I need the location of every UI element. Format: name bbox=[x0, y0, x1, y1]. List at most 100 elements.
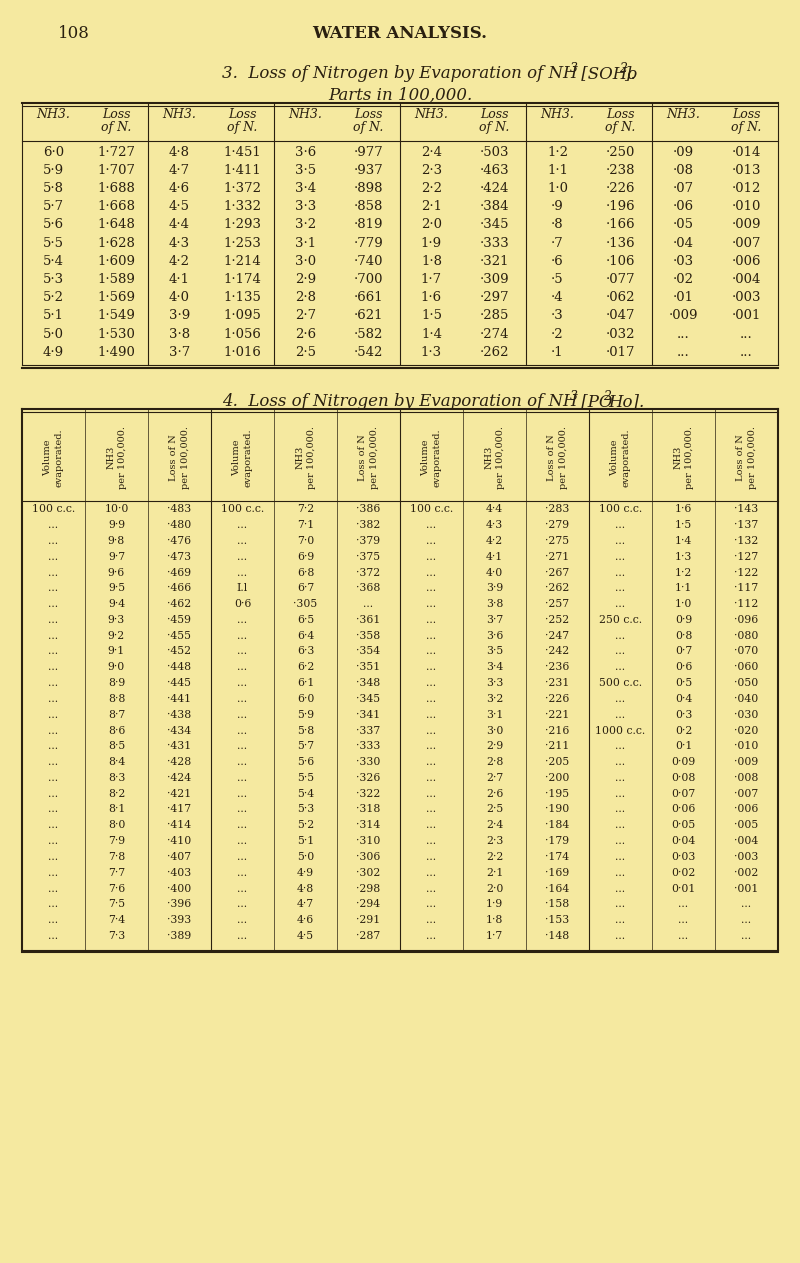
Text: ·7: ·7 bbox=[551, 236, 564, 250]
Text: ·267: ·267 bbox=[546, 567, 570, 577]
Text: 1·253: 1·253 bbox=[223, 236, 262, 250]
Text: ...: ... bbox=[615, 820, 626, 830]
Text: 7·8: 7·8 bbox=[108, 853, 125, 861]
Text: ·462: ·462 bbox=[167, 599, 192, 609]
Text: 1·372: 1·372 bbox=[223, 182, 262, 195]
Text: 1·8: 1·8 bbox=[421, 255, 442, 268]
Text: 7·9: 7·9 bbox=[108, 836, 125, 846]
Text: ...: ... bbox=[49, 630, 58, 640]
Text: ...: ... bbox=[49, 931, 58, 941]
Text: 5·3: 5·3 bbox=[297, 805, 314, 815]
Text: 1·609: 1·609 bbox=[98, 255, 135, 268]
Text: ...: ... bbox=[426, 710, 437, 720]
Text: 500 c.c.: 500 c.c. bbox=[599, 678, 642, 688]
Text: 8·1: 8·1 bbox=[108, 805, 125, 815]
Text: ·004: ·004 bbox=[734, 836, 758, 846]
Text: ·314: ·314 bbox=[356, 820, 381, 830]
Text: ·445: ·445 bbox=[167, 678, 191, 688]
Text: ·112: ·112 bbox=[734, 599, 758, 609]
Text: ·205: ·205 bbox=[546, 757, 570, 767]
Text: ·389: ·389 bbox=[167, 931, 192, 941]
Text: 9·1: 9·1 bbox=[108, 647, 125, 657]
Text: ...: ... bbox=[238, 868, 247, 878]
Text: 5·9: 5·9 bbox=[43, 164, 64, 177]
Text: 9·3: 9·3 bbox=[108, 615, 125, 625]
Text: 5·7: 5·7 bbox=[297, 741, 314, 751]
Text: ...: ... bbox=[238, 899, 247, 909]
Text: 3·7: 3·7 bbox=[486, 615, 503, 625]
Text: ·298: ·298 bbox=[356, 884, 381, 893]
Text: 3·5: 3·5 bbox=[486, 647, 503, 657]
Text: ·01: ·01 bbox=[673, 292, 694, 304]
Text: ·302: ·302 bbox=[356, 868, 381, 878]
Text: ·469: ·469 bbox=[167, 567, 191, 577]
Text: 1·688: 1·688 bbox=[98, 182, 135, 195]
Text: ...: ... bbox=[426, 536, 437, 546]
Text: ·166: ·166 bbox=[606, 218, 635, 231]
Text: 3·1: 3·1 bbox=[295, 236, 316, 250]
Text: ·410: ·410 bbox=[167, 836, 192, 846]
Text: ...: ... bbox=[49, 647, 58, 657]
Text: ...: ... bbox=[677, 327, 690, 341]
Text: 3·8: 3·8 bbox=[169, 327, 190, 341]
Text: ...: ... bbox=[49, 552, 58, 562]
Text: 6·0: 6·0 bbox=[297, 693, 314, 703]
Text: ·8: ·8 bbox=[551, 218, 564, 231]
Text: ·137: ·137 bbox=[734, 520, 758, 530]
Text: 5·2: 5·2 bbox=[43, 292, 64, 304]
Text: ·274: ·274 bbox=[480, 327, 510, 341]
Text: ...: ... bbox=[426, 662, 437, 672]
Text: 1·293: 1·293 bbox=[223, 218, 262, 231]
Text: 3·6: 3·6 bbox=[295, 145, 316, 159]
Text: 1·174: 1·174 bbox=[223, 273, 262, 285]
Text: ...: ... bbox=[49, 916, 58, 925]
Text: ·306: ·306 bbox=[356, 853, 381, 861]
Text: 1·9: 1·9 bbox=[486, 899, 503, 909]
Text: ·283: ·283 bbox=[546, 504, 570, 514]
Text: 4·7: 4·7 bbox=[297, 899, 314, 909]
Text: ·009: ·009 bbox=[732, 218, 762, 231]
Text: 2: 2 bbox=[603, 390, 611, 403]
Text: 8·9: 8·9 bbox=[108, 678, 125, 688]
Text: ...: ... bbox=[238, 615, 247, 625]
Text: Parts in 100,000.: Parts in 100,000. bbox=[328, 87, 472, 104]
Text: ·032: ·032 bbox=[606, 327, 635, 341]
Text: ·221: ·221 bbox=[546, 710, 570, 720]
Text: 1·628: 1·628 bbox=[98, 236, 135, 250]
Text: 0·08: 0·08 bbox=[671, 773, 696, 783]
Text: ·345: ·345 bbox=[357, 693, 381, 703]
Text: ...: ... bbox=[49, 757, 58, 767]
Text: ·196: ·196 bbox=[606, 201, 635, 213]
Text: ...: ... bbox=[678, 899, 689, 909]
Text: ...: ... bbox=[615, 868, 626, 878]
Text: 2·6: 2·6 bbox=[295, 327, 316, 341]
Text: 5·8: 5·8 bbox=[297, 725, 314, 735]
Text: 1·056: 1·056 bbox=[223, 327, 262, 341]
Text: 4·7: 4·7 bbox=[169, 164, 190, 177]
Text: ...: ... bbox=[615, 599, 626, 609]
Text: [SOHo: [SOHo bbox=[576, 64, 638, 82]
Text: ·375: ·375 bbox=[357, 552, 381, 562]
Text: ·318: ·318 bbox=[356, 805, 381, 815]
Text: 4·9: 4·9 bbox=[297, 868, 314, 878]
Text: ...: ... bbox=[740, 327, 753, 341]
Text: 5·0: 5·0 bbox=[297, 853, 314, 861]
Text: 2·8: 2·8 bbox=[295, 292, 316, 304]
Text: ·333: ·333 bbox=[480, 236, 510, 250]
Text: ...: ... bbox=[49, 788, 58, 798]
Text: ...: ... bbox=[238, 567, 247, 577]
Text: ·062: ·062 bbox=[606, 292, 635, 304]
Text: ...: ... bbox=[49, 536, 58, 546]
Text: 5·1: 5·1 bbox=[43, 309, 64, 322]
Text: ·441: ·441 bbox=[167, 693, 191, 703]
Text: 0·5: 0·5 bbox=[675, 678, 692, 688]
Text: ·466: ·466 bbox=[167, 584, 192, 594]
Text: 4·3: 4·3 bbox=[169, 236, 190, 250]
Text: ...: ... bbox=[238, 678, 247, 688]
Text: ...: ... bbox=[238, 662, 247, 672]
Text: 8·7: 8·7 bbox=[108, 710, 125, 720]
Text: 1·2: 1·2 bbox=[547, 145, 568, 159]
Text: ...: ... bbox=[238, 773, 247, 783]
Text: ·007: ·007 bbox=[732, 236, 762, 250]
Text: ...: ... bbox=[426, 788, 437, 798]
